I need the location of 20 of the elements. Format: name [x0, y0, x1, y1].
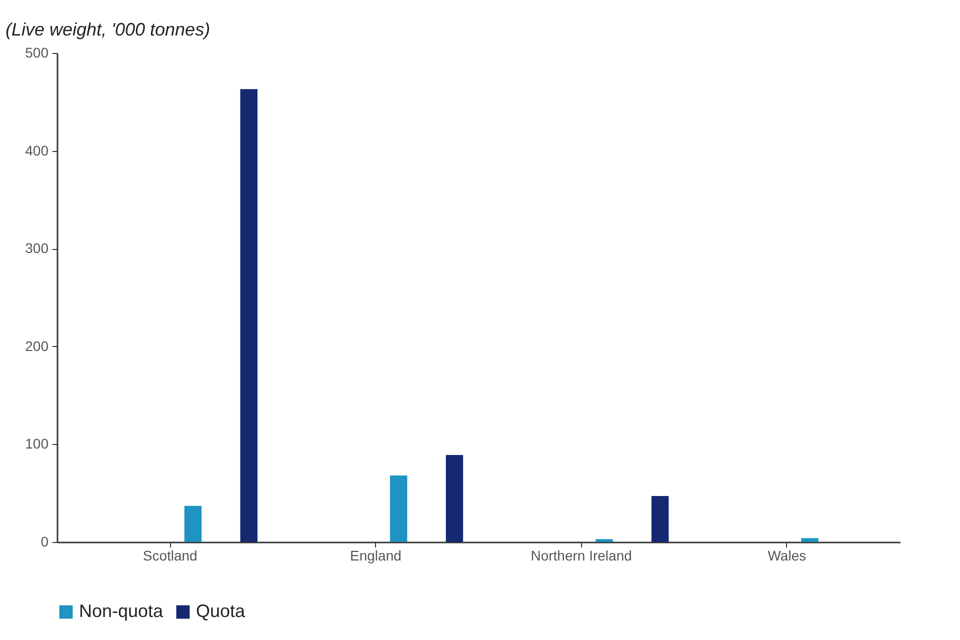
bar [390, 475, 408, 542]
y-axis-title: (Live weight, '000 tonnes) [6, 20, 210, 40]
y-tick-label: 400 [25, 142, 49, 158]
bar [596, 539, 613, 542]
bar [446, 454, 464, 542]
bar [801, 538, 818, 542]
y-tick-label: 500 [25, 44, 49, 60]
bar [651, 496, 669, 542]
y-tick-label: 100 [25, 436, 49, 452]
y-tick-label: 0 [40, 534, 49, 550]
y-tick-label: 200 [25, 338, 49, 354]
legend-label: Non-quota [79, 601, 164, 621]
legend-label: Quota [196, 601, 246, 621]
y-tick-label: 300 [25, 240, 49, 256]
bar [240, 89, 258, 542]
bar [184, 506, 202, 542]
x-tick-label: England [350, 548, 402, 564]
x-tick-label: Wales [768, 548, 806, 564]
x-tick-label: Northern Ireland [530, 548, 632, 564]
x-tick-label: Scotland [142, 548, 198, 564]
